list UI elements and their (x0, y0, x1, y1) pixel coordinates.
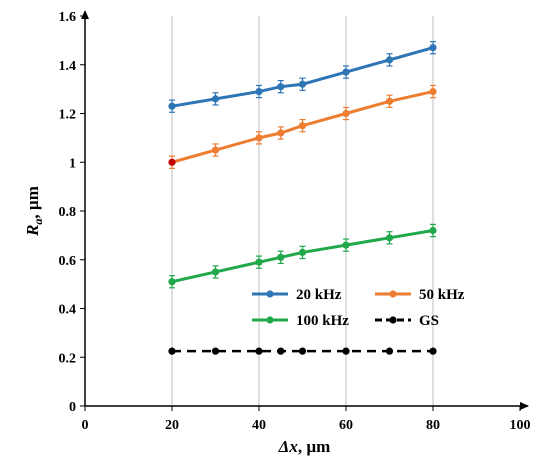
legend-label-3: GS (419, 313, 439, 329)
x-axis-title-main: Δx (278, 437, 299, 456)
legend-entry-3: GS (375, 313, 439, 329)
legend-entry-0: 20 kHz (252, 287, 342, 303)
x-tick-label-20: 20 (165, 418, 179, 433)
data-point-1-0 (168, 158, 176, 166)
data-point-0-2 (255, 87, 263, 96)
legend-label-2: 100 kHz (296, 313, 349, 329)
data-point-1-1 (211, 146, 220, 154)
data-point-1-3 (277, 129, 285, 137)
data-point-2-1 (211, 268, 220, 276)
legend-swatch-marker-2 (266, 316, 274, 324)
legend-swatch-marker-0 (266, 290, 274, 298)
grid-lines (171, 16, 434, 406)
x-tick-label-60: 60 (339, 418, 353, 433)
data-point-2-7 (429, 226, 437, 235)
data-point-1-2 (255, 134, 263, 142)
series-line-1 (171, 90, 434, 164)
data-point-1-7 (429, 87, 437, 96)
x-tick-label-0: 0 (82, 418, 89, 433)
data-point-3-0 (168, 347, 176, 355)
legend-swatch-marker-3 (389, 316, 397, 324)
series-2 (168, 223, 437, 289)
series-3 (168, 347, 437, 355)
data-point-0-3 (277, 83, 285, 91)
data-point-1-4 (298, 122, 307, 130)
axes (81, 10, 529, 410)
x-axis-title-unit: , µm (298, 437, 330, 456)
y-tick-label-8: 1.6 (59, 10, 77, 25)
y-tick-label-0: 0 (69, 400, 76, 415)
data-point-0-4 (298, 80, 307, 88)
y-axis-title-unit: , µm (23, 186, 42, 218)
y-tick-label-2: 0.4 (59, 303, 77, 318)
series-layer (168, 40, 437, 355)
data-point-3-7 (429, 347, 437, 355)
y-axis-title-sub: a (31, 219, 45, 225)
y-tick-label-6: 1.2 (59, 108, 77, 123)
data-point-3-6 (385, 347, 394, 355)
data-point-0-7 (429, 44, 437, 52)
data-point-2-3 (277, 253, 285, 261)
data-point-0-0 (168, 102, 176, 110)
data-point-2-4 (298, 248, 307, 257)
data-point-1-6 (385, 97, 394, 105)
data-point-2-5 (342, 241, 350, 249)
x-tick-label-40: 40 (252, 418, 266, 433)
data-point-2-2 (255, 258, 263, 266)
data-point-3-2 (255, 347, 263, 355)
tick-labels: 0 20 40 60 80 100 0 0.2 0.4 0.6 0.8 1 1.2 1.4 1.6 (59, 10, 531, 433)
data-point-3-1 (211, 347, 220, 355)
data-point-0-6 (385, 56, 394, 64)
series-1 (168, 84, 437, 169)
legend-label-0: 20 kHz (296, 287, 342, 303)
series-0 (168, 40, 437, 113)
y-tick-label-1: 0.2 (59, 351, 77, 366)
y-axis-title: Ra, µm (23, 186, 45, 237)
legend-entry-1: 50 kHz (375, 287, 465, 303)
y-tick-label-3: 0.6 (59, 254, 77, 269)
data-point-2-6 (385, 234, 394, 242)
y-tick-label-4: 0.8 (59, 205, 77, 220)
data-point-0-1 (211, 95, 220, 103)
data-point-0-5 (342, 68, 350, 76)
y-tick-label-7: 1.4 (59, 59, 77, 74)
y-axis-title-main: R (23, 225, 42, 237)
data-point-3-5 (342, 347, 350, 355)
y-tick-label-5: 1 (69, 156, 76, 171)
series-line-2 (171, 229, 434, 284)
data-point-2-0 (168, 278, 176, 286)
data-point-3-4 (298, 347, 307, 355)
legend: 20 kHz 50 kHz 100 kHz GS (252, 287, 465, 329)
x-tick-label-80: 80 (426, 418, 440, 433)
series-line-0 (171, 46, 434, 108)
legend-swatch-marker-1 (389, 290, 397, 298)
legend-entry-2: 100 kHz (252, 313, 349, 329)
x-axis-title: Δx, µm (278, 437, 331, 456)
data-point-1-5 (342, 109, 350, 118)
data-point-3-3 (277, 347, 285, 355)
x-tick-label-100: 100 (510, 418, 531, 433)
legend-label-1: 50 kHz (419, 287, 465, 303)
